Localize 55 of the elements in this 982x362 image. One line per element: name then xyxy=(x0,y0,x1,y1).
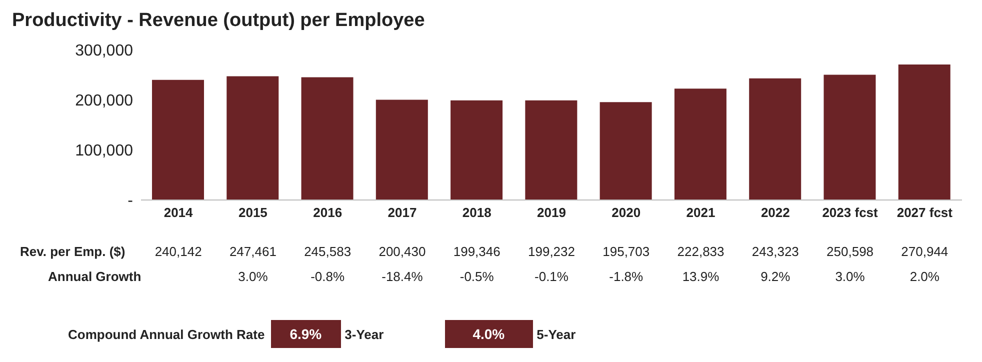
text: 2.0% xyxy=(908,269,940,284)
text: Compound Annual Growth Rate xyxy=(68,326,265,342)
text: -0.5% xyxy=(458,269,495,284)
y-tick-label: 300,000 xyxy=(75,42,134,60)
data-label: 240,142 xyxy=(154,244,203,259)
x-tick-label: 2016 xyxy=(313,205,342,220)
y-tick-label: 200,000 xyxy=(75,92,134,110)
data-label: 250,598 xyxy=(826,244,875,259)
text: 4.0% xyxy=(444,320,533,348)
x-tick-label: 2022 xyxy=(760,205,790,220)
x-tick-label: 2018 xyxy=(462,205,492,220)
bar xyxy=(152,80,204,200)
bar xyxy=(898,64,950,200)
x-tick-label: 2020 xyxy=(612,205,641,220)
data-label: 195,703 xyxy=(602,244,651,259)
text: 3.0% xyxy=(237,269,269,284)
text: Annual Growth xyxy=(48,269,142,284)
x-tick-label: 2015 xyxy=(238,205,268,220)
x-tick-label: 2019 xyxy=(537,205,566,220)
bar xyxy=(749,78,802,200)
bar xyxy=(226,76,279,200)
text: Rev. per Emp. ($) xyxy=(20,244,126,259)
chart-title: Productivity - Revenue (output) per Employee xyxy=(12,10,425,32)
text: -0.8% xyxy=(310,269,346,284)
text: 9.2% xyxy=(760,269,792,284)
bar xyxy=(824,74,876,200)
x-tick-label: 2021 xyxy=(686,205,716,220)
text: 3.0% xyxy=(834,269,866,284)
data-label: 245,583 xyxy=(303,244,352,259)
text: 6.9% xyxy=(270,320,341,348)
text: 3-Year xyxy=(344,326,385,342)
data-label: 199,346 xyxy=(452,244,502,259)
x-tick-label: 2027 fcst xyxy=(896,205,954,220)
bar xyxy=(301,77,354,200)
x-tick-label: 2017 xyxy=(388,205,417,220)
y-tick-label: 100,000 xyxy=(75,142,134,160)
data-label: 199,232 xyxy=(527,244,576,259)
data-label: 243,323 xyxy=(750,244,800,259)
data-label: 200,430 xyxy=(378,244,427,259)
text: -0.1% xyxy=(534,269,570,284)
bar xyxy=(525,100,578,200)
text: 5-Year xyxy=(536,326,576,342)
data-label: 222,833 xyxy=(676,244,726,259)
x-tick-label: 2014 xyxy=(164,205,194,220)
text: 13.9% xyxy=(681,269,720,284)
data-label: 270,944 xyxy=(900,244,950,259)
x-tick-label: 2023 fcst xyxy=(822,205,879,220)
bar xyxy=(376,100,428,200)
y-tick-label: - xyxy=(128,192,133,210)
bar xyxy=(600,102,652,200)
bar xyxy=(450,100,503,200)
bar xyxy=(674,88,726,200)
text: -18.4% xyxy=(380,269,424,284)
data-label: 247,461 xyxy=(228,244,278,259)
text: -1.8% xyxy=(608,269,644,284)
